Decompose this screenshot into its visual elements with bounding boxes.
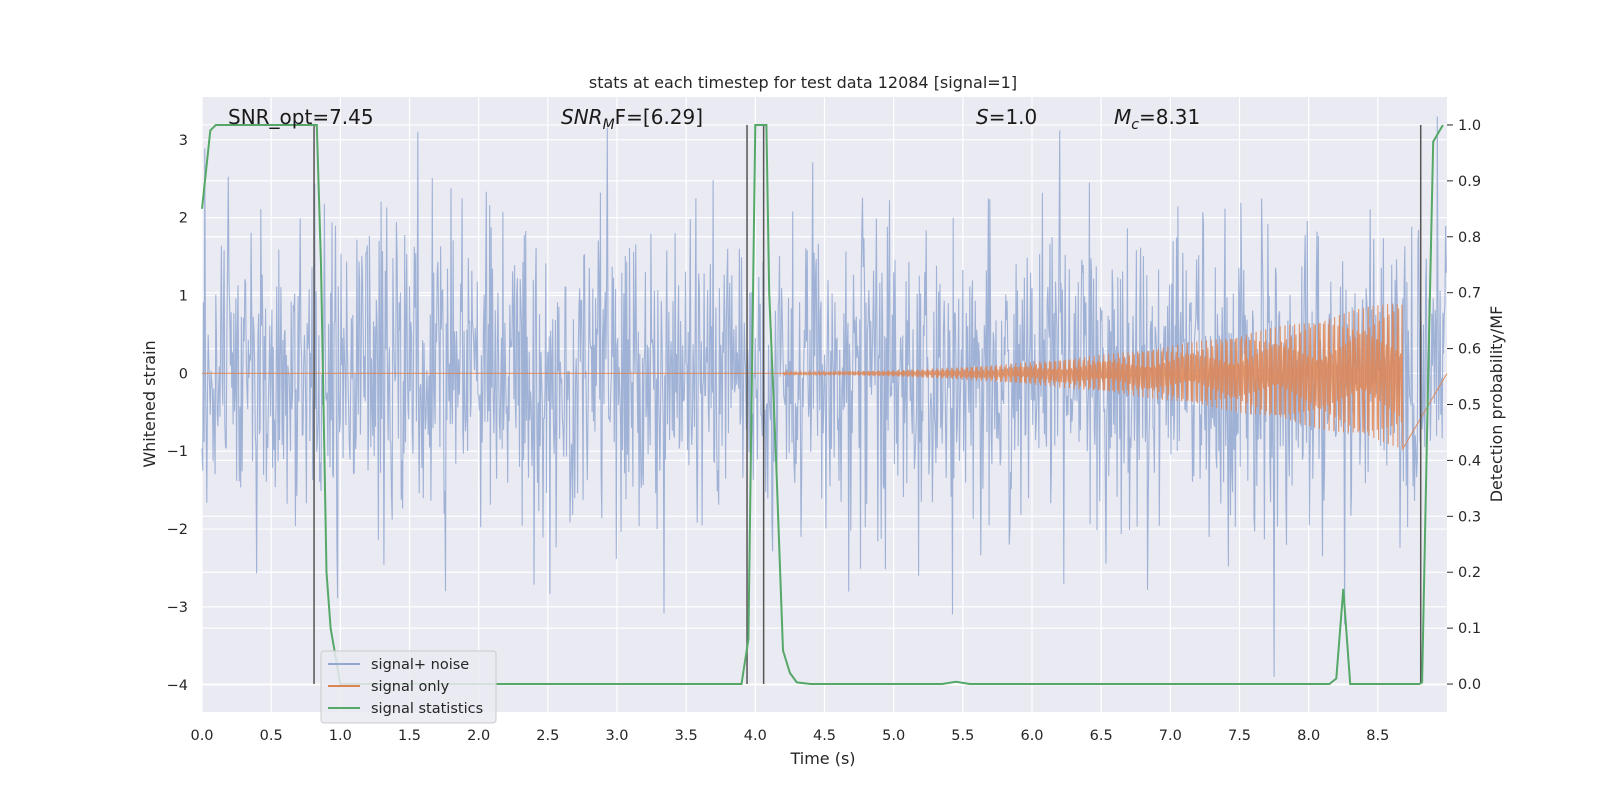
x-tick-label: 7.5: [1228, 728, 1251, 744]
x-tick-label: 0.5: [260, 728, 283, 744]
annotation-s: S=1.0: [976, 105, 1037, 129]
right-tick-label: 0.9: [1458, 174, 1481, 190]
right-tick-label: 0.0: [1458, 677, 1481, 693]
left-tick-label: −3: [167, 600, 188, 616]
left-tick-label: 0: [179, 366, 188, 382]
left-tick-label: −1: [167, 444, 188, 460]
annotation-snr-opt: SNR_opt=7.45: [228, 105, 374, 129]
annotation-mc: Mc=8.31: [1114, 105, 1200, 133]
series-signal-only: [202, 304, 1448, 451]
right-tick-label: 0.8: [1458, 230, 1481, 246]
x-tick-label: 8.5: [1366, 728, 1389, 744]
annotation-snr-mf: SNRMF=[6.29]: [561, 105, 703, 133]
chirp-trace: [202, 304, 1448, 451]
left-tick-label: −4: [167, 678, 188, 694]
left-tick-label: 2: [179, 211, 188, 227]
legend-label-signal-noise: signal+ noise: [371, 657, 469, 673]
x-tick-label: 7.0: [1159, 728, 1182, 744]
x-tick-label: 5.0: [882, 728, 905, 744]
x-tick-label: 0.0: [190, 728, 213, 744]
x-tick-label: 1.5: [398, 728, 421, 744]
noise-trace: [201, 116, 1447, 678]
x-tick-label: 6.0: [1020, 728, 1043, 744]
legend: signal+ noise signal only signal statist…: [320, 650, 497, 724]
x-tick-label: 2.0: [467, 728, 490, 744]
x-tick-label: 3.0: [605, 728, 628, 744]
x-tick-label: 8.0: [1297, 728, 1320, 744]
statistics-trace: [201, 124, 1444, 685]
x-tick-label: 3.5: [675, 728, 698, 744]
legend-label-signal-only: signal only: [371, 679, 450, 695]
left-axis-ticks: −4 −3 −2 −1 0 1 2 3: [167, 133, 188, 694]
chart-title: stats at each timestep for test data 120…: [589, 73, 1017, 92]
x-axis-ticks: 0.0 0.5 1.0 1.5 2.0 2.5 3.0 3.5 4.0 4.5 5.0 5.5 6.0 6…: [190, 728, 1389, 744]
legend-box: [320, 650, 497, 724]
x-tick-label: 5.5: [951, 728, 974, 744]
x-tick-label: 6.5: [1090, 728, 1113, 744]
right-tick-label: 1.0: [1458, 118, 1481, 134]
x-axis-label: Time (s): [789, 749, 855, 768]
x-tick-label: 4.5: [813, 728, 836, 744]
left-axis-label: Whitened strain: [140, 340, 159, 467]
right-tick-label: 0.4: [1458, 453, 1481, 469]
left-tick-label: −2: [167, 522, 188, 538]
right-tick-label: 0.1: [1458, 621, 1481, 637]
vertical-markers: [313, 124, 1422, 685]
x-tick-label: 2.5: [536, 728, 559, 744]
series-signal-noise: [201, 116, 1447, 678]
legend-label-signal-statistics: signal statistics: [371, 701, 483, 717]
left-tick-label: 3: [179, 133, 188, 149]
right-tick-label: 0.7: [1458, 286, 1481, 302]
x-tick-label: 1.0: [329, 728, 352, 744]
series-signal-statistics: [201, 124, 1444, 685]
x-tick-label: 4.0: [744, 728, 767, 744]
right-axis-label: Detection probability/MF: [1487, 306, 1506, 503]
right-tick-label: 0.3: [1458, 509, 1481, 525]
right-axis-ticks: 0.0 0.1 0.2 0.3 0.4 0.5 0.6 0.7 0.8 0.9 1.0: [1447, 118, 1481, 693]
right-tick-label: 0.6: [1458, 342, 1481, 358]
left-tick-label: 1: [179, 289, 188, 305]
right-tick-label: 0.2: [1458, 565, 1481, 581]
right-tick-label: 0.5: [1458, 398, 1481, 414]
